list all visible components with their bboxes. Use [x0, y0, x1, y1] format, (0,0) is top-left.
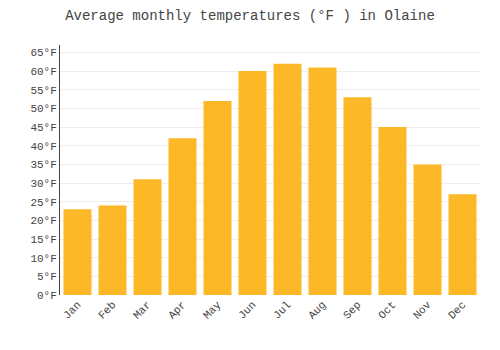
svg-text:Jul: Jul: [271, 299, 293, 321]
svg-text:Aug: Aug: [306, 299, 328, 321]
svg-text:Dec: Dec: [446, 299, 468, 321]
svg-text:Oct: Oct: [376, 299, 398, 321]
svg-text:50°F: 50°F: [30, 103, 56, 115]
svg-text:65°F: 65°F: [30, 47, 56, 59]
svg-text:Jun: Jun: [236, 299, 258, 321]
svg-text:0°F: 0°F: [37, 290, 57, 302]
svg-text:Mar: Mar: [131, 299, 153, 321]
svg-text:Feb: Feb: [96, 299, 118, 321]
svg-text:60°F: 60°F: [30, 66, 56, 78]
svg-text:55°F: 55°F: [30, 85, 56, 97]
svg-text:May: May: [201, 299, 224, 322]
svg-text:5°F: 5°F: [37, 271, 57, 283]
svg-text:40°F: 40°F: [30, 141, 56, 153]
svg-text:Apr: Apr: [166, 299, 188, 321]
svg-text:25°F: 25°F: [30, 197, 56, 209]
svg-text:15°F: 15°F: [30, 234, 56, 246]
svg-text:Nov: Nov: [411, 299, 434, 322]
svg-text:30°F: 30°F: [30, 178, 56, 190]
svg-text:Average monthly temperatures (: Average monthly temperatures (°F ) in Ol…: [65, 8, 435, 24]
svg-text:Jan: Jan: [61, 299, 83, 321]
svg-text:45°F: 45°F: [30, 122, 56, 134]
svg-text:20°F: 20°F: [30, 215, 56, 227]
svg-text:Sep: Sep: [341, 299, 363, 321]
svg-text:35°F: 35°F: [30, 159, 56, 171]
svg-text:10°F: 10°F: [30, 253, 56, 265]
